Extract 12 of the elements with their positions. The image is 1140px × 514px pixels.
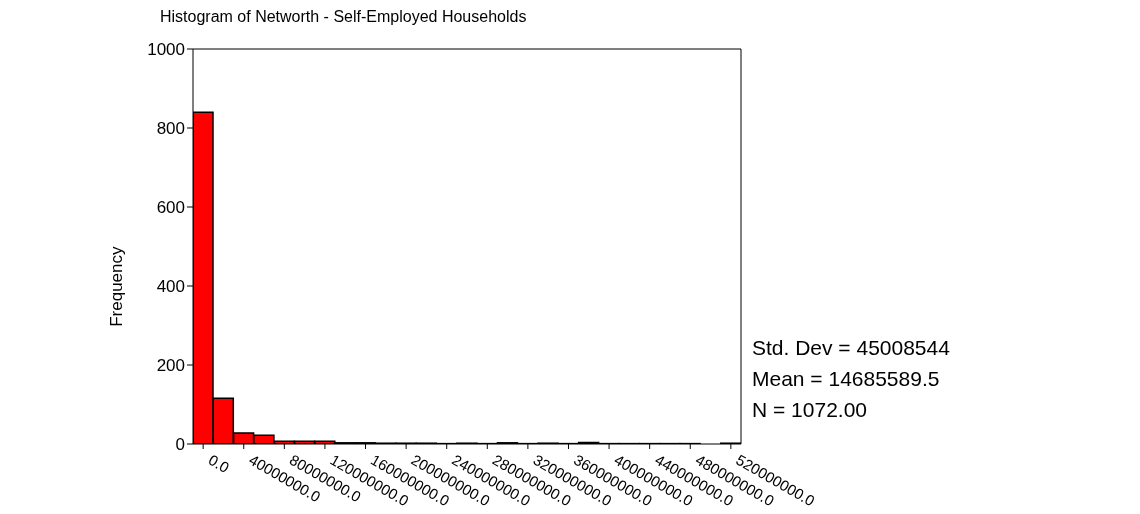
- text: N = 1072.00: [752, 397, 868, 423]
- y-tick-label: 0: [175, 435, 185, 455]
- text: Mean = 14685589.5: [752, 366, 941, 392]
- y-tick-label: 1000: [147, 40, 185, 60]
- y-tick-label: 800: [156, 119, 185, 139]
- text: Std. Dev = 45008544: [752, 335, 950, 361]
- y-tick-label: 400: [156, 277, 185, 297]
- x-tick-label: 0.0: [205, 450, 233, 477]
- y-axis-title: Frequency: [107, 246, 127, 327]
- y-tick-label: 600: [156, 198, 185, 218]
- chart-title: Histogram of Networth - Self-Employed Households: [160, 8, 527, 26]
- y-tick-label: 200: [156, 356, 185, 376]
